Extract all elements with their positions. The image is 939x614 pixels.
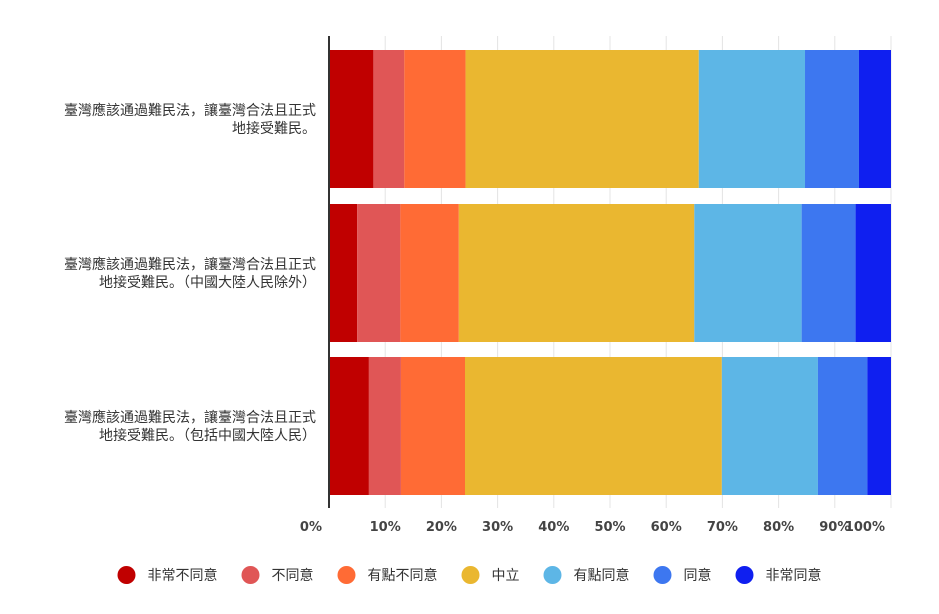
category-label: 臺灣應該通過難民法，讓臺灣合法且正式地接受難民。（包括中國大陸人民）	[64, 409, 316, 444]
x-tick-label: 70%	[707, 520, 738, 535]
legend-item: 不同意	[241, 566, 314, 584]
bar-segment	[465, 357, 722, 495]
bar-segment	[858, 50, 891, 188]
legend: 非常不同意 不同意 有點不同意 中立 有點同意 同意 非常同意	[117, 566, 822, 584]
x-tick-label: 0%	[300, 520, 322, 535]
x-tick-label: 10%	[370, 520, 401, 535]
legend-swatch	[117, 566, 136, 584]
category-label: 臺灣應該通過難民法，讓臺灣合法且正式地接受難民。（中國大陸人民除外）	[64, 256, 316, 291]
bar-segment	[329, 357, 369, 495]
legend-item: 有點同意	[543, 566, 630, 584]
x-tick-label: 90%	[819, 520, 850, 535]
legend-label: 不同意	[272, 567, 314, 584]
legend-swatch	[735, 566, 754, 584]
x-tick-label: 50%	[594, 520, 625, 535]
legend-swatch	[337, 566, 356, 584]
legend-label: 有點不同意	[368, 567, 438, 584]
bar-segment	[721, 357, 818, 495]
legend-label: 有點同意	[574, 567, 630, 584]
bar-segment	[465, 50, 699, 188]
x-tick-label: 30%	[482, 520, 513, 535]
legend-swatch	[461, 566, 480, 584]
bar-segment	[458, 204, 695, 342]
legend-swatch	[543, 566, 562, 584]
bar-segment	[400, 204, 459, 342]
bar-segment	[694, 204, 802, 342]
legend-label: 非常同意	[766, 567, 822, 584]
x-tick-label: 20%	[426, 520, 457, 535]
legend-item: 有點不同意	[337, 566, 438, 584]
x-tick-label: 80%	[763, 520, 794, 535]
bar-segment	[867, 357, 891, 495]
bar-segment	[400, 357, 466, 495]
category-labels: 臺灣應該通過難民法，讓臺灣合法且正式地接受難民。臺灣應該通過難民法，讓臺灣合法且…	[64, 102, 316, 444]
x-tick-label: 40%	[538, 520, 569, 535]
bar-segment	[329, 204, 358, 342]
x-tick-label: 60%	[651, 520, 682, 535]
bar-segment	[698, 50, 806, 188]
bar-segment	[373, 50, 405, 188]
legend-item: 非常不同意	[117, 566, 218, 584]
bar-segment	[329, 50, 374, 188]
bar-segment	[357, 204, 401, 342]
legend-item: 同意	[653, 566, 712, 584]
legend-item: 非常同意	[735, 566, 822, 584]
x-tick-label: 100%	[845, 520, 885, 535]
legend-swatch	[653, 566, 672, 584]
category-label: 臺灣應該通過難民法，讓臺灣合法且正式地接受難民。	[64, 102, 316, 137]
legend-label: 中立	[492, 568, 520, 584]
bar-segment	[817, 357, 868, 495]
legend-swatch	[241, 566, 260, 584]
bar-segment	[801, 204, 856, 342]
legend-item: 中立	[461, 566, 520, 584]
bar-segment	[855, 204, 891, 342]
x-tick-labels: 0% 10% 20% 30% 40% 50% 60% 70% 80% 90%100%	[300, 520, 885, 535]
bars	[329, 50, 891, 495]
bar-segment	[368, 357, 401, 495]
bar-segment	[404, 50, 466, 188]
legend-label: 同意	[684, 567, 712, 584]
legend-label: 非常不同意	[148, 567, 218, 584]
bar-segment	[805, 50, 859, 188]
